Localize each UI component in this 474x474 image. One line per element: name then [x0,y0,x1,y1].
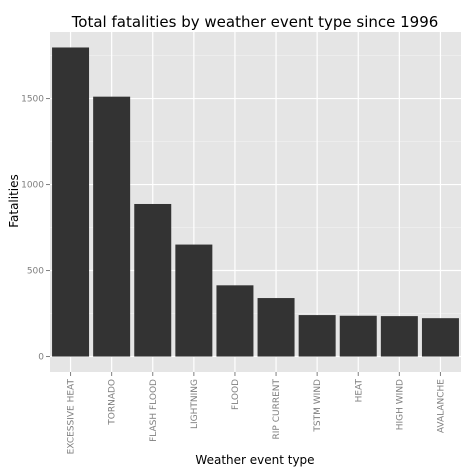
x-tick-label: TORNADO [108,379,118,426]
bar [175,244,213,357]
bar [298,315,336,357]
x-tick-label: FLOOD [231,379,241,410]
bar [216,285,254,357]
bar [52,47,90,357]
y-tick-label: 0 [38,353,44,363]
x-tick-label: FLASH FLOOD [149,379,159,442]
x-tick-label: RIP CURRENT [272,379,282,440]
bar [93,96,131,357]
bar [339,315,377,357]
y-axis-ticks: 0 500 1000 1500 [21,95,50,363]
x-tick-label: HEAT [354,379,364,403]
x-tick-label: LIGHTNING [190,379,200,429]
y-tick-label: 1500 [21,95,44,105]
x-tick-label: AVALANCHE [436,379,446,433]
y-tick-label: 500 [27,267,44,277]
chart-title: Total fatalities by weather event type s… [71,13,439,31]
x-axis-title: Weather event type [195,453,314,467]
bar [380,316,418,357]
x-tick-label: TSTM WIND [313,379,323,433]
bars [52,47,459,357]
x-axis-ticks: EXCESSIVE HEAT TORNADO FLASH FLOOD LIGHTNIN… [67,372,446,455]
x-tick-label: EXCESSIVE HEAT [67,379,77,455]
bar [134,203,172,357]
y-tick-label: 1000 [21,181,44,191]
bar [257,298,295,357]
y-axis-title: Fatalities [7,174,21,228]
bar [421,318,459,357]
x-tick-label: HIGH WIND [395,379,405,430]
